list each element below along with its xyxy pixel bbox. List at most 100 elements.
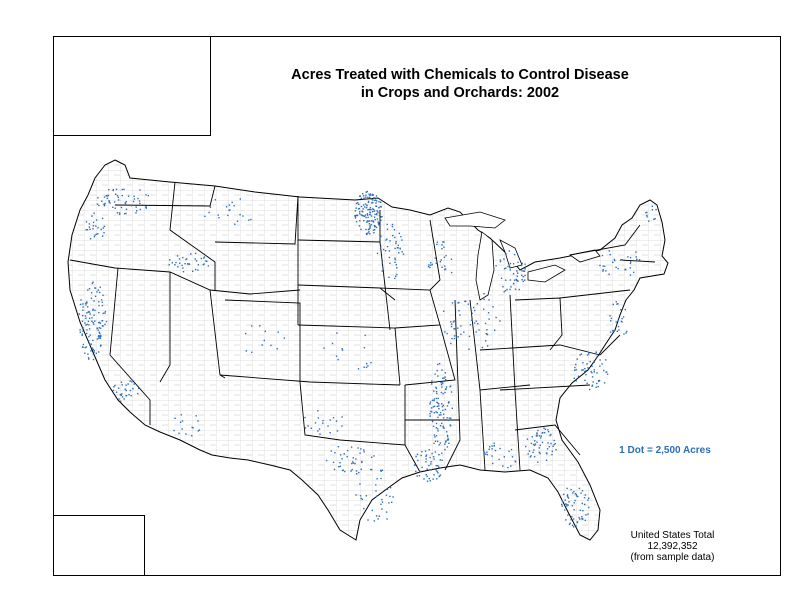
acreage-dot: [394, 236, 396, 239]
acreage-dot: [533, 449, 535, 451]
acreage-dot: [445, 441, 447, 443]
acreage-dot: [446, 417, 448, 419]
acreage-dot: [579, 518, 581, 520]
acreage-dot: [436, 402, 439, 404]
acreage-dot: [192, 270, 194, 272]
acreage-dot: [509, 279, 512, 281]
acreage-dot: [432, 425, 435, 427]
acreage-dot: [561, 505, 563, 507]
acreage-dot: [487, 312, 490, 314]
acreage-dot: [88, 288, 91, 290]
acreage-dot: [453, 337, 456, 340]
acreage-dot: [509, 265, 511, 268]
acreage-dot: [425, 454, 428, 456]
acreage-dot: [460, 333, 462, 336]
acreage-dot: [203, 256, 206, 258]
acreage-dot: [369, 213, 371, 216]
acreage-dot: [102, 294, 104, 296]
acreage-dot: [491, 445, 493, 447]
acreage-dot: [363, 220, 365, 222]
acreage-dot: [528, 450, 531, 452]
acreage-dot: [98, 311, 100, 314]
acreage-dot: [590, 370, 592, 373]
dot-legend: 1 Dot = 2,500 Acres: [619, 445, 711, 456]
acreage-dot: [635, 251, 637, 253]
acreage-dot: [88, 358, 90, 360]
acreage-dot: [99, 291, 101, 294]
acreage-dot: [135, 212, 137, 214]
acreage-dot: [344, 470, 346, 473]
acreage-dot: [444, 265, 446, 267]
acreage-dot: [517, 261, 519, 264]
acreage-dot: [369, 227, 371, 229]
acreage-dot: [85, 229, 87, 231]
acreage-dot: [234, 223, 236, 225]
acreage-dot: [570, 488, 572, 491]
acreage-dot: [120, 381, 123, 383]
acreage-dot: [133, 195, 135, 197]
acreage-dot: [175, 261, 177, 264]
acreage-dot: [121, 384, 123, 386]
acreage-dot: [88, 324, 90, 326]
acreage-dot: [608, 273, 610, 275]
acreage-dot: [450, 325, 453, 328]
acreage-dot: [336, 430, 339, 432]
acreage-dot: [515, 278, 517, 281]
acreage-dot: [448, 417, 450, 419]
acreage-dot: [389, 487, 392, 489]
acreage-dot: [584, 519, 586, 521]
acreage-dot: [612, 303, 614, 306]
acreage-dot: [473, 306, 475, 309]
acreage-dot: [601, 254, 604, 257]
acreage-dot: [341, 349, 344, 351]
acreage-dot: [359, 211, 361, 213]
acreage-dot: [92, 321, 94, 324]
acreage-dot: [505, 253, 507, 255]
acreage-dot: [99, 335, 101, 337]
acreage-dot: [84, 315, 87, 317]
acreage-dot: [536, 441, 538, 443]
acreage-dot: [359, 195, 361, 197]
acreage-dot: [186, 258, 188, 260]
acreage-dot: [437, 472, 439, 474]
acreage-dot: [367, 519, 369, 521]
acreage-dot: [433, 474, 435, 476]
acreage-dot: [584, 503, 586, 506]
acreage-dot: [100, 344, 102, 347]
acreage-dot: [361, 214, 363, 217]
acreage-dot: [372, 201, 374, 204]
acreage-dot: [437, 375, 439, 377]
acreage-dot: [474, 309, 476, 312]
acreage-dot: [445, 386, 448, 388]
acreage-dot: [593, 361, 595, 363]
acreage-dot: [82, 315, 84, 317]
acreage-dot: [446, 439, 449, 441]
acreage-dot: [446, 405, 449, 407]
acreage-dot: [89, 334, 91, 336]
acreage-dot: [579, 509, 582, 511]
acreage-dot: [569, 522, 571, 524]
acreage-dot: [283, 337, 285, 339]
acreage-dot: [584, 494, 586, 496]
acreage-dot: [113, 386, 115, 388]
acreage-dot: [94, 287, 97, 289]
acreage-dot: [362, 195, 365, 197]
acreage-dot: [599, 365, 601, 367]
acreage-dot: [509, 262, 512, 265]
acreage-dot: [492, 462, 494, 465]
acreage-dot: [206, 260, 208, 263]
acreage-dot: [92, 308, 94, 310]
acreage-dot: [92, 221, 95, 224]
acreage-dot: [386, 488, 389, 490]
acreage-dot: [376, 200, 378, 202]
acreage-dot: [608, 250, 610, 252]
acreage-dot: [441, 369, 443, 371]
acreage-dot: [369, 206, 372, 209]
acreage-dot: [471, 312, 473, 315]
acreage-dot: [115, 188, 118, 191]
acreage-dot: [364, 214, 367, 216]
acreage-dot: [371, 220, 373, 222]
acreage-dot: [304, 427, 307, 429]
acreage-dot: [436, 405, 438, 408]
acreage-dot: [445, 388, 447, 390]
